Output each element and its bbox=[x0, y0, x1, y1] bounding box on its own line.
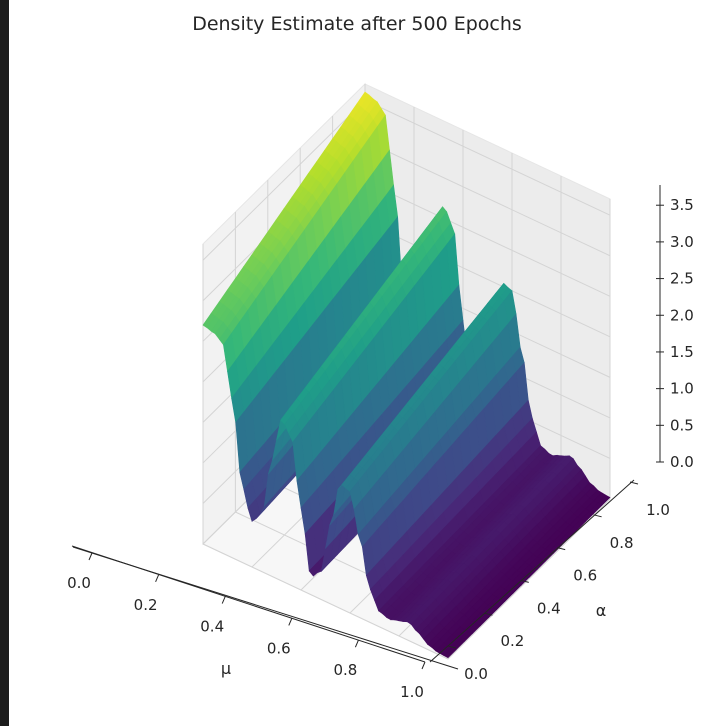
tick-marks bbox=[88, 204, 664, 670]
grid-back-z bbox=[364, 221, 611, 338]
alpha-tick-label: 0.8 bbox=[610, 534, 634, 552]
surface-mesh bbox=[202, 91, 611, 659]
mu-axis bbox=[71, 545, 426, 663]
z-tick-label: 0.0 bbox=[670, 453, 694, 471]
mu-tick bbox=[88, 552, 93, 561]
mu-tick-label: 0.8 bbox=[333, 661, 357, 679]
alpha-tick bbox=[593, 514, 602, 518]
z-tick-label: 3.0 bbox=[670, 233, 694, 251]
z-tick-label: 0.5 bbox=[670, 416, 694, 434]
mu-tick bbox=[221, 596, 226, 604]
alpha-tick bbox=[557, 547, 566, 551]
mu-tick-label: 0.6 bbox=[267, 639, 291, 657]
alpha-tick-label: 1.0 bbox=[646, 501, 670, 519]
z-tick-label: 2.0 bbox=[670, 306, 694, 324]
surface-facet bbox=[443, 647, 457, 659]
z-tick-label: 1.0 bbox=[670, 380, 694, 398]
chart-title: Density Estimate after 500 Epochs bbox=[192, 13, 522, 35]
mu-tick-label: 0.4 bbox=[200, 618, 224, 636]
alpha-axis-label: α bbox=[596, 601, 607, 620]
mu-tick-label: 0.2 bbox=[134, 596, 158, 614]
mu-tick bbox=[421, 661, 426, 670]
mu-tick-label: 1.0 bbox=[400, 683, 424, 701]
alpha-tick-label: 0.0 bbox=[464, 665, 488, 683]
alpha-tick bbox=[520, 579, 529, 583]
alpha-tick-label: 0.2 bbox=[500, 632, 524, 650]
grid-floor-alpha bbox=[202, 543, 449, 660]
mu-tick bbox=[288, 618, 293, 626]
z-tick-label: 1.5 bbox=[670, 343, 694, 361]
mu-tick-label: 0.0 bbox=[67, 574, 91, 592]
grid-back-z bbox=[364, 99, 611, 216]
z-tick-label: 2.5 bbox=[670, 270, 694, 288]
z-tick-label: 3.5 bbox=[670, 196, 694, 214]
alpha-tick-label: 0.6 bbox=[573, 567, 597, 585]
alpha-tick bbox=[447, 645, 457, 649]
alpha-tick-label: 0.4 bbox=[537, 599, 561, 617]
alpha-tick bbox=[484, 612, 493, 616]
mu-tick bbox=[155, 574, 160, 582]
alpha-axis bbox=[429, 479, 635, 663]
mu-tick bbox=[354, 640, 359, 648]
axis-lines bbox=[71, 185, 661, 670]
axis-labels: 0.0 0.2 0.4 0.6 0.8 1.0 μ 0.0 0.2 0.4 0.6 0.8 1.0 α 0.… bbox=[67, 196, 694, 701]
grid-back-z bbox=[364, 180, 611, 297]
alpha-tick bbox=[629, 481, 639, 485]
mu-axis-label: μ bbox=[221, 659, 231, 678]
left-edge bbox=[0, 0, 9, 726]
grid-left-z bbox=[202, 99, 366, 261]
grid-back-z bbox=[364, 140, 611, 257]
